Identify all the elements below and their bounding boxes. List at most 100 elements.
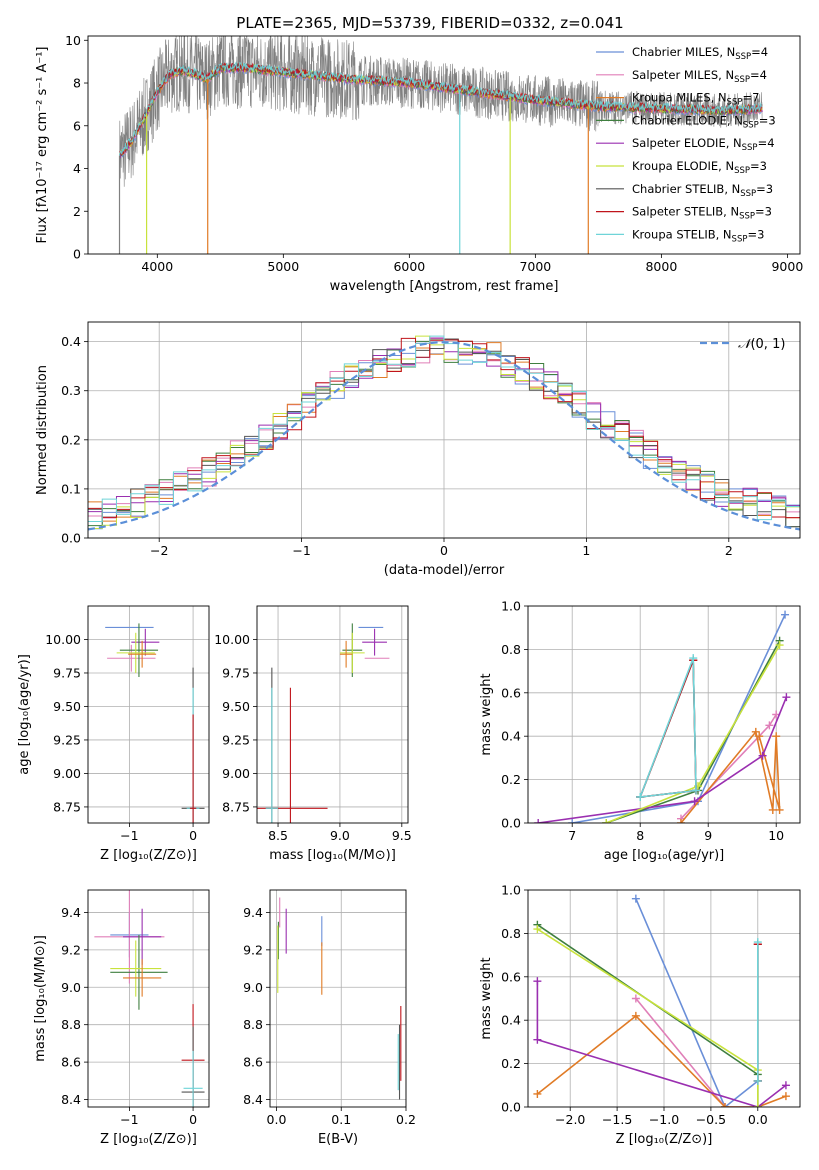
axes-frame [527, 605, 801, 824]
x-axis-label: age [log₁₀(age/yr)] [604, 848, 725, 863]
legend-entry: Salpeter MILES, NSSP=4 [632, 68, 767, 85]
y-tick-label: 9.2 [243, 942, 263, 957]
x-tick-label: 7000 [519, 259, 551, 274]
x-tick-label: 0.2 [396, 1112, 416, 1127]
y-axis-label: age [log₁₀(age/yr)] [17, 654, 32, 775]
weight-marker [533, 977, 542, 986]
y-axis-label: Normed distribution [35, 365, 50, 495]
legend-tail: =4 [751, 45, 768, 59]
y-tick-label: 9.4 [243, 905, 263, 920]
y-tick-label: 9.0 [61, 980, 81, 995]
axes-frame [527, 889, 801, 1108]
y-tick-label: 0.6 [501, 685, 521, 700]
x-tick-label: −1.0 [649, 1112, 679, 1127]
weight-marker [690, 797, 699, 806]
y-tick-label: 9.75 [53, 665, 81, 680]
legend-sub: SSP [735, 52, 751, 62]
axes-frame [269, 889, 407, 1108]
legend-sub: SSP [734, 75, 750, 85]
weight-marker [768, 805, 777, 814]
panel-age_vs_mass: 8.5 9.0 9.5 8.75 9.00 9.25 9.50 9.75 10.00 mass [… [214, 605, 412, 863]
weight-marker [775, 641, 784, 650]
legend-entry: Kroupa MILES, NSSP=7 [632, 91, 759, 108]
legend-entry: Kroupa ELODIE, NSSP=3 [632, 159, 767, 176]
legend-entry: Chabrier STELIB, NSSP=3 [632, 182, 773, 199]
x-tick-label: −2 [150, 543, 168, 558]
x-tick-label: 8 [636, 828, 644, 843]
y-tick-label: 0.0 [61, 531, 81, 546]
y-tick-label: 8.8 [61, 1017, 81, 1032]
legend-label: (0, 1) [750, 337, 785, 352]
weight-marker [751, 727, 760, 736]
y-tick-label: 8.6 [243, 1055, 263, 1070]
legend-sub: SSP [732, 234, 748, 244]
weight-marker [691, 786, 700, 795]
weight-marker [533, 925, 542, 934]
weight-marker [758, 751, 767, 760]
weight-marker [781, 1092, 790, 1101]
x-tick-label: 9.5 [392, 828, 412, 843]
y-tick-label: 9.25 [53, 732, 81, 747]
legend-label: Chabrier MILES, N [632, 45, 735, 59]
x-tick-label: 8.5 [268, 828, 288, 843]
y-tick-label: 8.8 [243, 1017, 263, 1032]
legend-tail: =4 [750, 68, 767, 82]
legend-tail: =3 [759, 113, 776, 127]
legend-entry: Salpeter ELODIE, NSSP=4 [632, 136, 775, 153]
y-tick-label: 9.75 [222, 665, 250, 680]
x-tick-label: 9.0 [330, 828, 350, 843]
weight-marker [631, 1011, 640, 1020]
y-tick-label: 10.00 [214, 632, 250, 647]
y-tick-label: 0.8 [501, 642, 521, 657]
weight-marker [689, 654, 698, 663]
x-axis-label: wavelength [Angstrom, rest frame] [330, 279, 559, 294]
grid [88, 606, 209, 823]
y-axis-label: mass weight [479, 957, 494, 1039]
y-tick-label: 9.50 [222, 699, 250, 714]
axes-frame [87, 889, 210, 1108]
legend-sub: SSP [727, 98, 743, 108]
legend-entry: 𝒩(0, 1) [738, 337, 785, 352]
panel-mass_vs_Z: −1 0 8.4 8.6 8.8 9.0 9.2 9.4 Z [log₁₀(Z/Z⊙)] mass… [33, 889, 210, 1147]
plot-area [270, 890, 406, 1107]
y-tick-label: 8.4 [61, 1092, 81, 1107]
weight-marker [568, 819, 577, 823]
plot-area [257, 606, 408, 823]
panel-residuals: −2 −1 0 1 2 0.0 0.1 0.2 0.3 0.4 (data-model)/error… [35, 321, 801, 578]
y-tick-label: 0 [73, 247, 81, 262]
legend-label: Kroupa STELIB, N [632, 227, 732, 241]
panels: 4000 5000 6000 7000 8000 90000246810wavelengt… [17, 33, 803, 1147]
legend-label: Salpeter STELIB, N [632, 205, 739, 219]
x-axis-label: Z [log₁₀(Z/Z⊙)] [616, 1132, 713, 1147]
x-tick-label: 2 [725, 543, 733, 558]
y-tick-label: 0.8 [501, 926, 521, 941]
axes-frame [87, 35, 801, 255]
y-tick-label: 6 [73, 118, 81, 133]
y-tick-label: 8.75 [222, 799, 250, 814]
figure-title: PLATE=2365, MJD=53739, FIBERID=0332, z=0… [236, 14, 623, 32]
legend-sub: SSP [740, 189, 756, 199]
x-tick-label: 9 [704, 828, 712, 843]
axes-frame [87, 605, 210, 824]
weight-marker [782, 693, 791, 702]
x-tick-label: −1.5 [602, 1112, 632, 1127]
weight-marker [533, 1035, 542, 1044]
y-tick-label: 10.00 [45, 632, 81, 647]
y-tick-label: 8.6 [61, 1055, 81, 1070]
weight-line [536, 981, 787, 1107]
plot-area [88, 890, 209, 1107]
x-tick-label: 1 [582, 543, 590, 558]
x-tick-label: 4000 [141, 259, 173, 274]
y-tick-label: 9.00 [222, 766, 250, 781]
residual-histogram [88, 335, 800, 530]
legend-label: Chabrier ELODIE, N [632, 113, 743, 127]
grid [88, 890, 209, 1107]
legend-sub: SSP [734, 166, 750, 176]
y-tick-label: 2 [73, 204, 81, 219]
y-tick-label: 0.4 [501, 729, 521, 744]
legend-entry: Chabrier MILES, NSSP=4 [632, 45, 768, 62]
weight-marker [753, 1103, 762, 1107]
y-tick-label: 8.75 [53, 799, 81, 814]
x-axis-label: E(B-V) [318, 1132, 358, 1147]
